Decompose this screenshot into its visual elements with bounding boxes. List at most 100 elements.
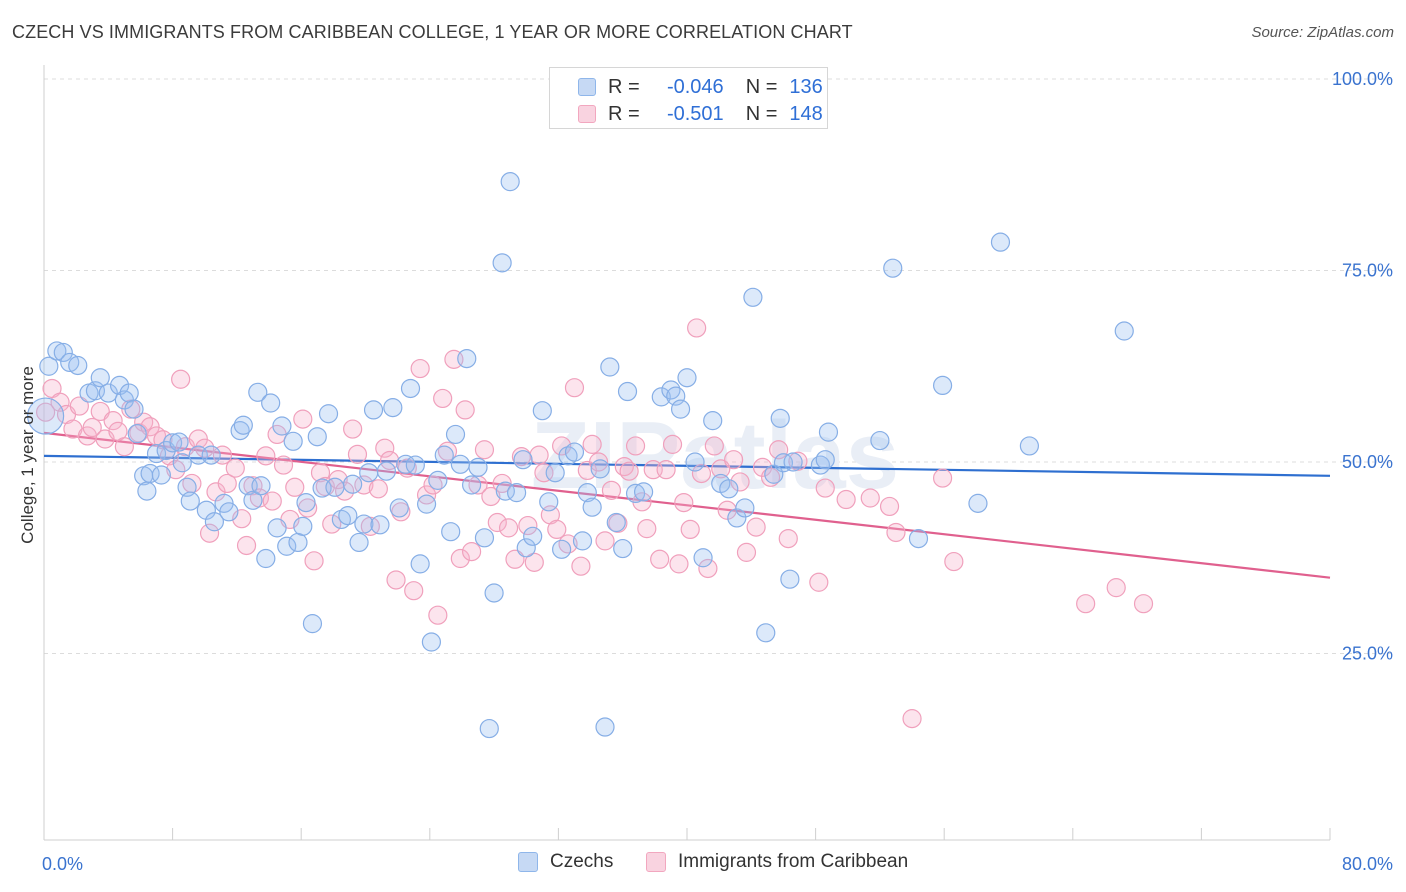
legend-row-caribbean: R = -0.501 N = 148 — [578, 101, 823, 127]
czech-point — [780, 569, 800, 589]
caribbean-point — [1106, 578, 1126, 598]
legend-swatch-czechs — [578, 78, 596, 96]
czech-point — [990, 232, 1011, 252]
czech-point — [233, 415, 253, 435]
czech-point — [219, 502, 239, 522]
czech-point — [396, 454, 416, 474]
czech-point — [318, 404, 339, 424]
caribbean-point — [608, 513, 628, 533]
czech-point — [595, 717, 615, 737]
caribbean-point — [410, 358, 430, 379]
czech-point — [400, 378, 421, 399]
legend-r-value: -0.501 — [666, 102, 724, 125]
caribbean-point — [450, 548, 470, 569]
legend-swatch-caribbean — [578, 105, 596, 123]
czech-point — [410, 554, 430, 574]
czech-point — [523, 526, 543, 546]
caribbean-point — [498, 518, 519, 538]
caribbean-point — [625, 436, 646, 456]
chart-title: CZECH VS IMMIGRANTS FROM CARIBBEAN COLLE… — [12, 22, 853, 42]
caribbean-point — [815, 478, 835, 498]
legend-r-value: -0.046 — [666, 75, 724, 98]
czech-point — [53, 342, 73, 363]
czech-point — [539, 492, 559, 512]
legend-r-label: R = — [608, 75, 640, 98]
caribbean-point — [380, 450, 400, 471]
caribbean-point — [760, 467, 781, 487]
y-tick-label: 25.0% — [1342, 644, 1393, 664]
czech-point — [545, 463, 565, 483]
axes — [43, 65, 1331, 841]
czech-point — [277, 536, 297, 556]
czech-point — [773, 453, 794, 473]
czech-point — [1019, 436, 1039, 456]
czech-point — [180, 491, 200, 511]
legend-label-caribbean: Immigrants from Caribbean — [678, 851, 909, 872]
czech-point — [376, 461, 396, 481]
czech-point — [600, 357, 620, 377]
caribbean-point — [256, 446, 276, 466]
caribbean-point — [1133, 594, 1154, 614]
caribbean-point — [752, 457, 773, 477]
czech-point — [756, 623, 776, 643]
x-tick-label: 0.0% — [42, 854, 83, 874]
czech-point — [354, 514, 374, 534]
caribbean-point — [860, 488, 880, 508]
caribbean-point — [547, 519, 567, 540]
caribbean-point — [433, 388, 453, 409]
legend-item-caribbean: Immigrants from Caribbean — [646, 851, 908, 873]
caribbean-point — [902, 709, 922, 729]
czech-point — [47, 341, 67, 361]
czech-point — [90, 368, 110, 388]
czech-point — [325, 477, 345, 497]
czech-point — [479, 718, 499, 739]
grid-lines — [44, 78, 1392, 654]
czech-point — [735, 498, 755, 518]
czech-point — [370, 515, 390, 535]
y-tick-label: 50.0% — [1342, 452, 1393, 472]
czech-point — [564, 442, 585, 462]
caribbean-point — [343, 419, 363, 439]
czech-point — [908, 528, 929, 549]
caribbean-point — [558, 534, 578, 554]
czech-point — [293, 516, 313, 536]
czech-point — [127, 424, 147, 444]
czech-point — [461, 475, 482, 495]
czech-point — [151, 465, 171, 485]
caribbean-point — [273, 455, 294, 475]
caribbean-point — [886, 522, 906, 543]
czech-point — [307, 427, 327, 447]
czech-point — [248, 382, 268, 402]
czech-point — [450, 454, 470, 474]
caribbean-point — [564, 378, 585, 398]
czech-point — [770, 408, 790, 428]
czech-point — [251, 476, 271, 496]
y-axis-label: College, 1 year or more — [18, 366, 37, 544]
czech-point — [201, 445, 221, 465]
legend-n-label: N = — [745, 75, 778, 98]
caribbean-point — [662, 434, 683, 454]
caribbean-point — [582, 434, 602, 454]
czech-point — [389, 498, 409, 518]
legend-item-czechs: Czechs — [518, 851, 613, 873]
caribbean-point — [724, 450, 744, 470]
czech-point — [783, 452, 803, 472]
czech-point — [507, 483, 527, 503]
czech-point — [27, 397, 65, 435]
caribbean-point — [368, 479, 388, 499]
caribbean-point — [680, 519, 700, 540]
czech-point — [68, 355, 88, 376]
czech-point — [124, 399, 144, 419]
caribbean-point — [243, 476, 263, 496]
czech-point — [172, 453, 192, 473]
caribbean-point — [262, 491, 282, 511]
legend-swatch-caribbean — [646, 852, 666, 872]
caribbean-point — [932, 468, 953, 488]
czech-point — [349, 532, 369, 553]
caribbean-point — [236, 535, 257, 556]
czech-point — [109, 375, 130, 395]
czech-point — [267, 518, 287, 538]
caribbean-point — [225, 458, 245, 478]
czech-point — [428, 470, 448, 490]
